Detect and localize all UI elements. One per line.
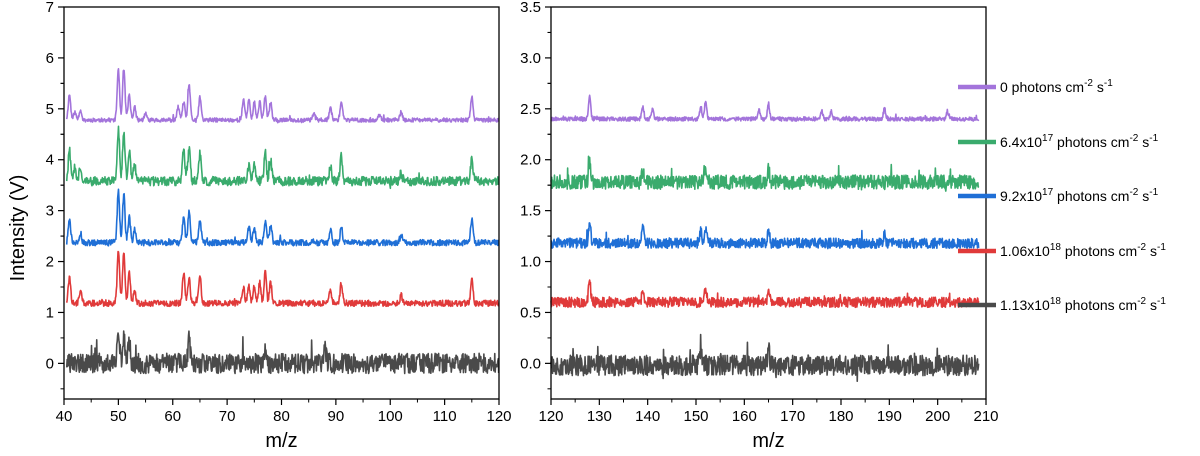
x-tick-label: 180 xyxy=(828,408,853,425)
series-line-photon-flux-0 xyxy=(65,68,500,124)
x-tick-label: 110 xyxy=(433,408,457,425)
x-tick-label: 160 xyxy=(732,408,757,425)
y-tick-label: 3 xyxy=(46,203,54,220)
y-tick-label: 7 xyxy=(46,0,54,16)
x-tick-label: 70 xyxy=(219,408,236,425)
legend-label-photon-flux-9-2e17: 9.2x1017 photons cm-2 s-1 xyxy=(1000,187,1159,204)
series-line-photon-flux-6-4e17 xyxy=(550,155,980,192)
plot-frame xyxy=(550,6,987,400)
legend-label-photon-flux-1-13e18: 1.13x1018 photons cm-2 s-1 xyxy=(1000,296,1166,313)
y-tick-label: 0 xyxy=(46,355,54,372)
x-tick-label: 190 xyxy=(877,408,902,425)
y-tick-label: 0.5 xyxy=(520,304,541,321)
x-axis-title-left: m/z xyxy=(265,430,297,452)
y-tick-label: 5 xyxy=(46,101,54,118)
x-tick-label: 50 xyxy=(110,408,127,425)
y-tick-label: 3.5 xyxy=(520,0,541,16)
legend-label-photon-flux-1-06e18: 1.06x1018 photons cm-2 s-1 xyxy=(1000,242,1166,259)
series-line-photon-flux-1-13e18 xyxy=(65,330,500,375)
x-tick-label: 80 xyxy=(273,408,290,425)
legend-label-photon-flux-6-4e17: 6.4x1017 photons cm-2 s-1 xyxy=(1000,133,1159,150)
x-tick-label: 130 xyxy=(587,408,612,425)
x-tick-label: 90 xyxy=(328,408,345,425)
series-line-photon-flux-9-2e17 xyxy=(65,188,500,247)
x-tick-label: 40 xyxy=(56,408,73,425)
y-tick-label: 0.0 xyxy=(520,355,541,372)
y-tick-label: 2.5 xyxy=(520,101,541,118)
y-axis-title: Intensity (V) xyxy=(7,175,29,282)
y-tick-label: 3.0 xyxy=(520,50,541,67)
series-line-photon-flux-6-4e17 xyxy=(65,125,500,190)
series-line-photon-flux-9-2e17 xyxy=(550,222,980,250)
x-tick-label: 140 xyxy=(635,408,660,425)
x-tick-label: 120 xyxy=(486,408,511,425)
series-line-photon-flux-0 xyxy=(550,94,980,123)
series-line-photon-flux-1-13e18 xyxy=(550,333,980,383)
series-line-photon-flux-1-06e18 xyxy=(550,279,980,309)
series-line-photon-flux-1-06e18 xyxy=(65,250,500,308)
y-tick-label: 1.0 xyxy=(520,254,541,271)
x-tick-label: 100 xyxy=(378,408,403,425)
y-tick-label: 6 xyxy=(46,50,54,67)
y-tick-label: 1.5 xyxy=(520,203,541,220)
x-tick-label: 210 xyxy=(973,408,998,425)
y-tick-label: 4 xyxy=(46,152,54,169)
y-tick-label: 1 xyxy=(46,304,54,321)
x-tick-label: 150 xyxy=(683,408,708,425)
x-tick-label: 120 xyxy=(538,408,563,425)
y-tick-label: 2.0 xyxy=(520,152,541,169)
x-tick-label: 200 xyxy=(925,408,950,425)
legend-label-photon-flux-0: 0 photons cm-2 s-1 xyxy=(1000,78,1113,95)
panel-left: 40 50 60 70 80 90 100 110 120 0 1 2 3 4 5 6 7 m/z xyxy=(46,0,512,452)
x-tick-label: 170 xyxy=(780,408,805,425)
x-axis-title-right: m/z xyxy=(752,430,784,452)
panel-right: 120 130 140 150 160 170 180 190 200 210 0.0 0.5 1.0 1… xyxy=(520,0,998,452)
legend: 0 photons cm-2 s-1 6.4x1017 photons cm-2 … xyxy=(958,78,1166,313)
y-tick-label: 2 xyxy=(46,254,54,271)
x-tick-label: 60 xyxy=(164,408,181,425)
